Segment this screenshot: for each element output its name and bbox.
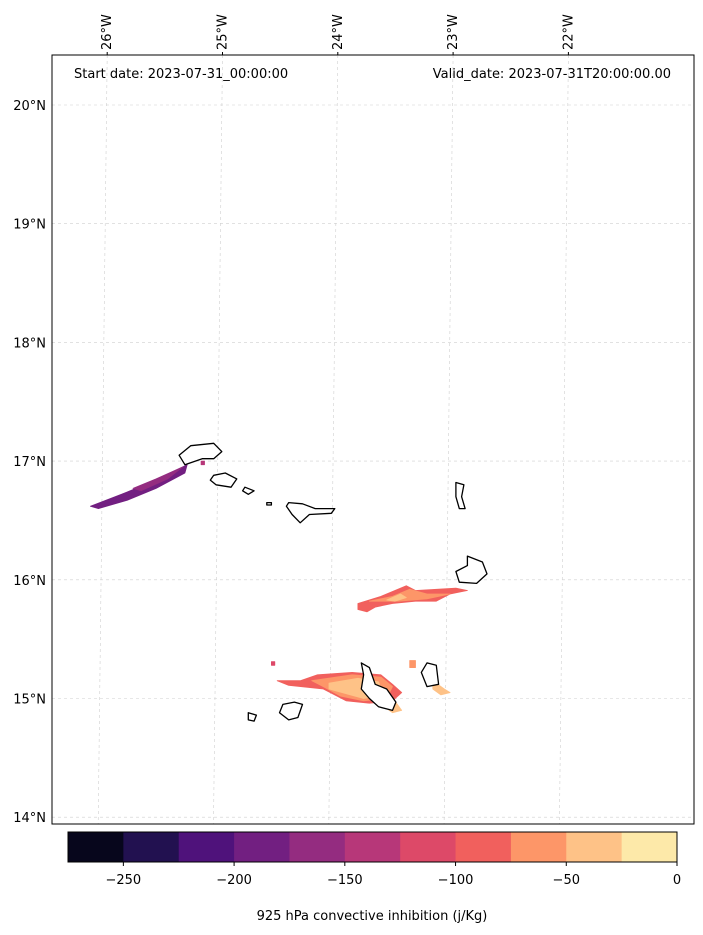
grid-lines	[52, 54, 694, 825]
lat-tick-label: 18°N	[13, 336, 46, 351]
colorbar-segment	[344, 832, 401, 862]
meridian-gridline	[328, 54, 339, 825]
lat-tick-label: 20°N	[13, 99, 46, 114]
coastlines	[178, 442, 488, 722]
colorbar-segment	[621, 832, 678, 862]
colorbar-segment	[566, 832, 623, 862]
meridian-gridline	[559, 54, 569, 825]
lon-tick-label: 25°W	[216, 14, 231, 50]
cin-south-dot	[270, 661, 276, 666]
start-date-annotation: Start date: 2023-07-31_00:00:00	[74, 67, 288, 82]
cin-dot-north	[200, 460, 205, 466]
santa-luzia-coastline	[241, 486, 255, 495]
cin-mid-core	[386, 593, 407, 602]
lon-tick-label: 24°W	[331, 14, 346, 50]
santo-antao-coastline	[178, 442, 223, 466]
meridian-gridline	[443, 54, 454, 825]
colorbar-segment	[123, 832, 180, 862]
lat-tick-label: 19°N	[13, 218, 46, 233]
santiago-coastline	[360, 662, 397, 712]
colorbar-segment	[234, 832, 290, 862]
lon-tick-label: 23°W	[446, 14, 461, 50]
colorbar	[68, 832, 678, 862]
branco-coastline	[266, 501, 273, 506]
cin-mid-inner	[368, 588, 451, 602]
lat-tick-label: 17°N	[13, 455, 46, 470]
colorbar-tick-label: −200	[216, 873, 252, 888]
brava-coastline	[247, 712, 258, 722]
colorbar-tick-label: −150	[327, 873, 363, 888]
lat-tick-label: 16°N	[13, 574, 46, 589]
colorbar-tick-label: −100	[438, 873, 474, 888]
colorbar-tick-label: 0	[673, 873, 681, 888]
colorbar-segment	[68, 832, 124, 862]
colorbar-segment	[289, 832, 346, 862]
maio-coastline	[420, 662, 440, 688]
lat-tick-label: 15°N	[13, 693, 46, 708]
colorbar-segment	[510, 832, 567, 862]
sal-coastline	[455, 481, 466, 510]
colorbar-tick-label: −50	[553, 873, 580, 888]
colorbar-segment	[400, 832, 457, 862]
valid-date-annotation: Valid_date: 2023-07-31T20:00:00.00	[433, 67, 671, 82]
cin-filled-contours	[90, 460, 468, 714]
lon-tick-label: 26°W	[100, 14, 115, 50]
cin-fogo-east	[409, 660, 416, 668]
sao-vicente-coastline	[209, 472, 238, 488]
cin-band-north-core	[132, 466, 184, 492]
colorbar-segment	[455, 832, 512, 862]
boa-vista-coastline	[455, 555, 488, 585]
meridian-gridline	[213, 54, 223, 825]
colorbar-label: 925 hPa convective inhibition (j/Kg)	[257, 909, 488, 924]
lon-tick-label: 22°W	[561, 14, 576, 50]
colorbar-segment	[178, 832, 235, 862]
latitude-ticks: 20°N 19°N 18°N 17°N 16°N 15°N 14°N	[13, 99, 46, 826]
lat-tick-label: 14°N	[13, 811, 46, 826]
map-frame	[51, 54, 695, 825]
fogo-coastline	[278, 701, 304, 721]
meridian-gridline	[97, 54, 108, 825]
sao-nicolau-coastline	[285, 501, 336, 524]
colorbar-outline	[67, 831, 678, 863]
longitude-ticks: 27°W26°W25°W24°W23°W22°W	[100, 14, 576, 55]
colorbar-tick-label: −250	[106, 873, 142, 888]
colorbar-ticks: −250 −200 −150 −100 −50 0	[106, 862, 681, 888]
